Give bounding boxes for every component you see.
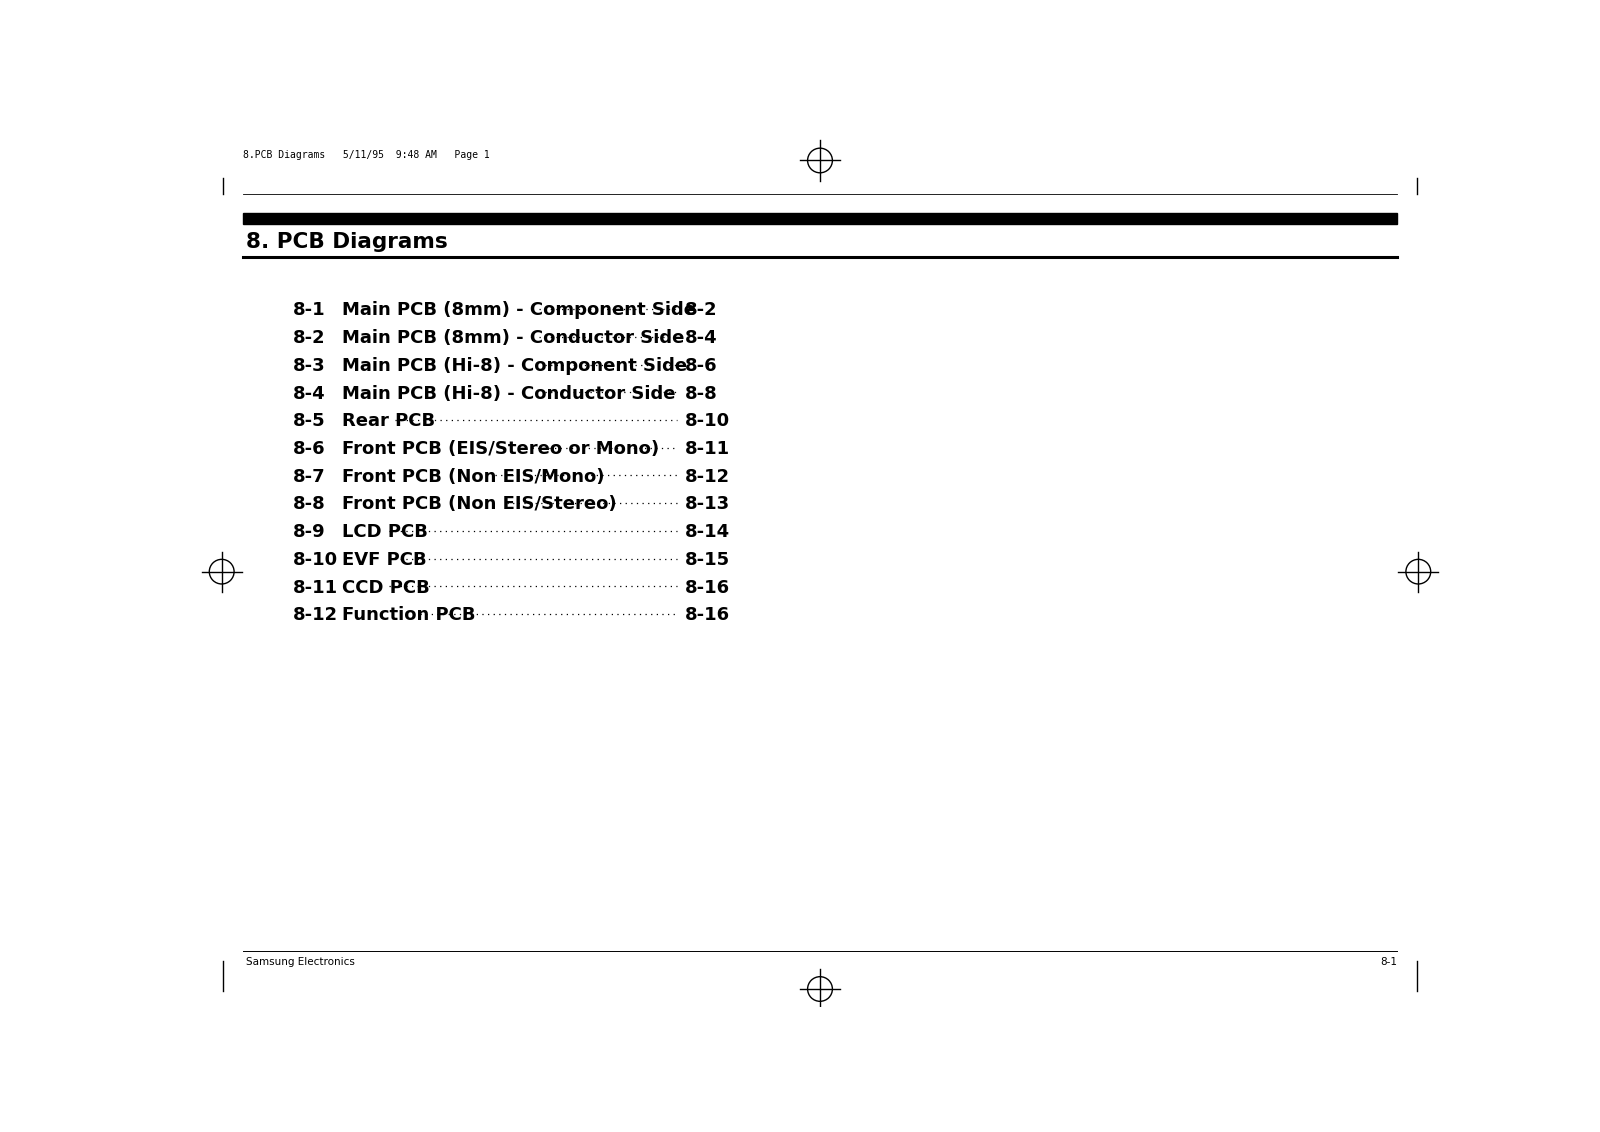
- Text: 8-5: 8-5: [293, 412, 326, 430]
- Text: Front PCB (Non EIS/Stereo): Front PCB (Non EIS/Stereo): [342, 496, 616, 514]
- Text: 8-4: 8-4: [685, 329, 717, 348]
- Text: 8-1: 8-1: [293, 301, 326, 319]
- Text: 8-7: 8-7: [293, 468, 326, 486]
- Text: 8.PCB Diagrams   5/11/95  9:48 AM   Page 1: 8.PCB Diagrams 5/11/95 9:48 AM Page 1: [243, 149, 490, 160]
- Text: 8-12: 8-12: [685, 468, 730, 486]
- Text: Front PCB (Non EIS/Mono): Front PCB (Non EIS/Mono): [342, 468, 605, 486]
- Text: 8. PCB Diagrams: 8. PCB Diagrams: [246, 232, 448, 252]
- Text: 8-6: 8-6: [685, 357, 717, 375]
- Text: 8-11: 8-11: [293, 578, 338, 597]
- Text: 8-16: 8-16: [685, 607, 730, 625]
- Text: Main PCB (Hi-8) - Conductor Side: Main PCB (Hi-8) - Conductor Side: [342, 385, 675, 403]
- Text: CCD PCB: CCD PCB: [342, 578, 429, 597]
- Text: Samsung Electronics: Samsung Electronics: [246, 957, 355, 967]
- Text: 8-15: 8-15: [685, 551, 730, 569]
- Text: 8-2: 8-2: [685, 301, 717, 319]
- Text: 8-9: 8-9: [293, 523, 326, 541]
- Bar: [243, 213, 1397, 224]
- Text: 8-6: 8-6: [293, 440, 326, 458]
- Text: 8-14: 8-14: [685, 523, 730, 541]
- Text: 8-13: 8-13: [685, 496, 730, 514]
- Text: 8-8: 8-8: [293, 496, 326, 514]
- Text: Main PCB (8mm) - Conductor Side: Main PCB (8mm) - Conductor Side: [342, 329, 685, 348]
- Text: 8-1: 8-1: [1381, 957, 1397, 967]
- Text: 8-16: 8-16: [685, 578, 730, 597]
- Text: 8-4: 8-4: [293, 385, 326, 403]
- Text: Front PCB (EIS/Stereo or Mono): Front PCB (EIS/Stereo or Mono): [342, 440, 659, 458]
- Text: 8-3: 8-3: [293, 357, 326, 375]
- Text: 8-10: 8-10: [685, 412, 730, 430]
- Text: Function PCB: Function PCB: [342, 607, 475, 625]
- Text: LCD PCB: LCD PCB: [342, 523, 427, 541]
- Text: 8-11: 8-11: [685, 440, 730, 458]
- Text: 8-10: 8-10: [293, 551, 338, 569]
- Text: 8-12: 8-12: [293, 607, 338, 625]
- Text: Main PCB (Hi-8) - Component Side: Main PCB (Hi-8) - Component Side: [342, 357, 686, 375]
- Text: 8-8: 8-8: [685, 385, 717, 403]
- Text: EVF PCB: EVF PCB: [342, 551, 427, 569]
- Text: Rear PCB: Rear PCB: [342, 412, 435, 430]
- Text: Main PCB (8mm) - Component Side: Main PCB (8mm) - Component Side: [342, 301, 696, 319]
- Text: 8-2: 8-2: [293, 329, 326, 348]
